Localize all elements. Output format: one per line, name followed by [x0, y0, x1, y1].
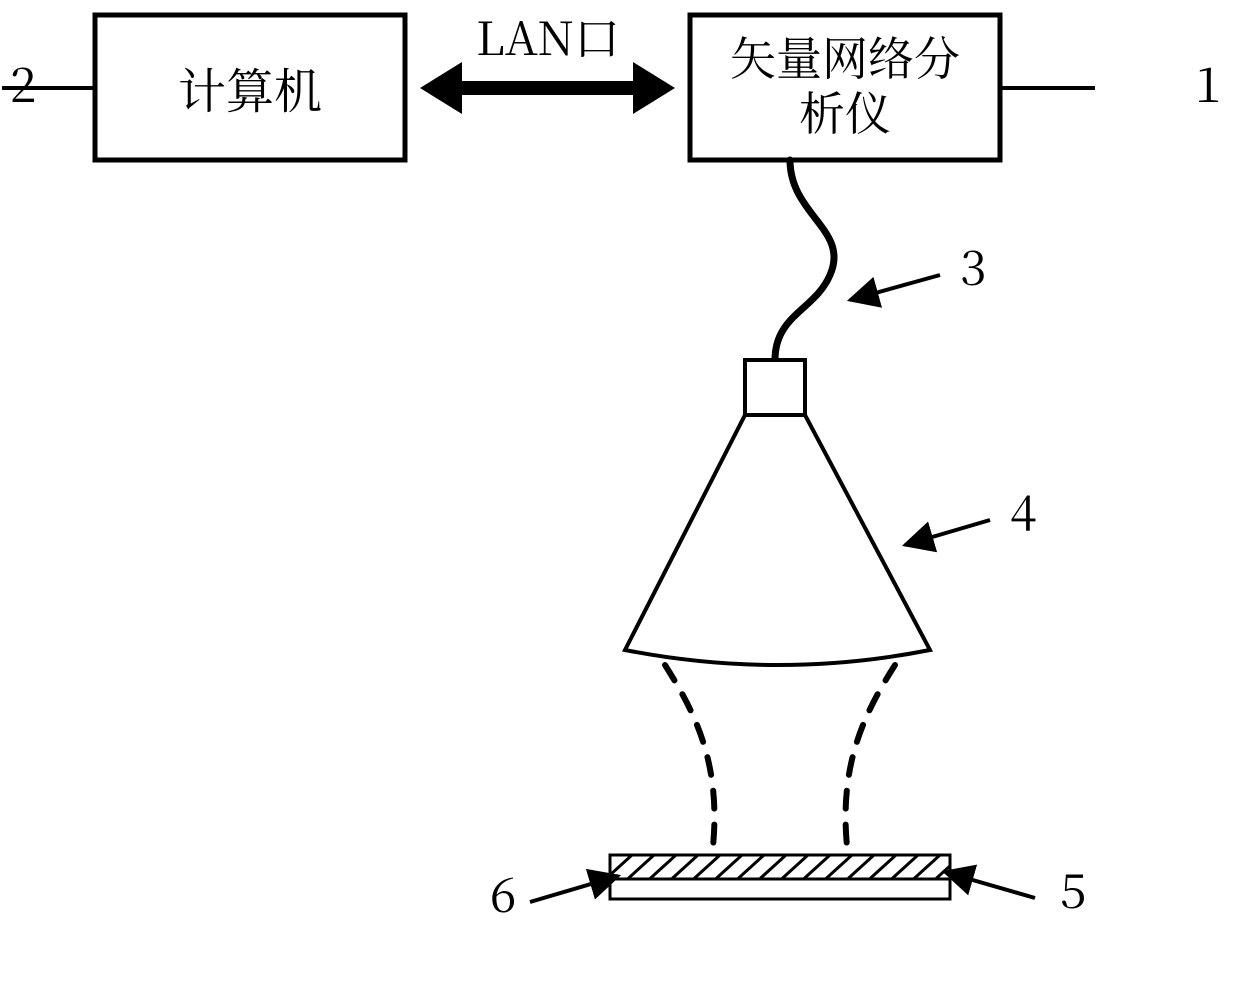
callout-1: 1 [1195, 47, 1221, 116]
coax-cable [775, 160, 834, 360]
horn-neck [745, 360, 805, 415]
callout-5-arrow [945, 872, 1035, 898]
callout-2: 2 [10, 47, 36, 116]
beam-right [846, 665, 895, 870]
callout-6-arrow [530, 876, 618, 902]
computer-label: 计算机 [178, 53, 322, 122]
analyzer_l2-label: 析仪 [799, 78, 891, 144]
callout-4-arrow [905, 520, 990, 545]
lan-label: LAN口 [476, 3, 620, 69]
callout-3-arrow [850, 275, 940, 300]
beam-left [665, 665, 714, 870]
callout-6: 6 [490, 857, 516, 926]
substrate-layer [610, 879, 950, 899]
horn-cone [625, 415, 930, 665]
callout-4: 4 [1010, 475, 1036, 544]
lan-bidir-arrow [420, 62, 675, 114]
callout-3: 3 [960, 230, 986, 299]
callout-5: 5 [1060, 853, 1086, 922]
